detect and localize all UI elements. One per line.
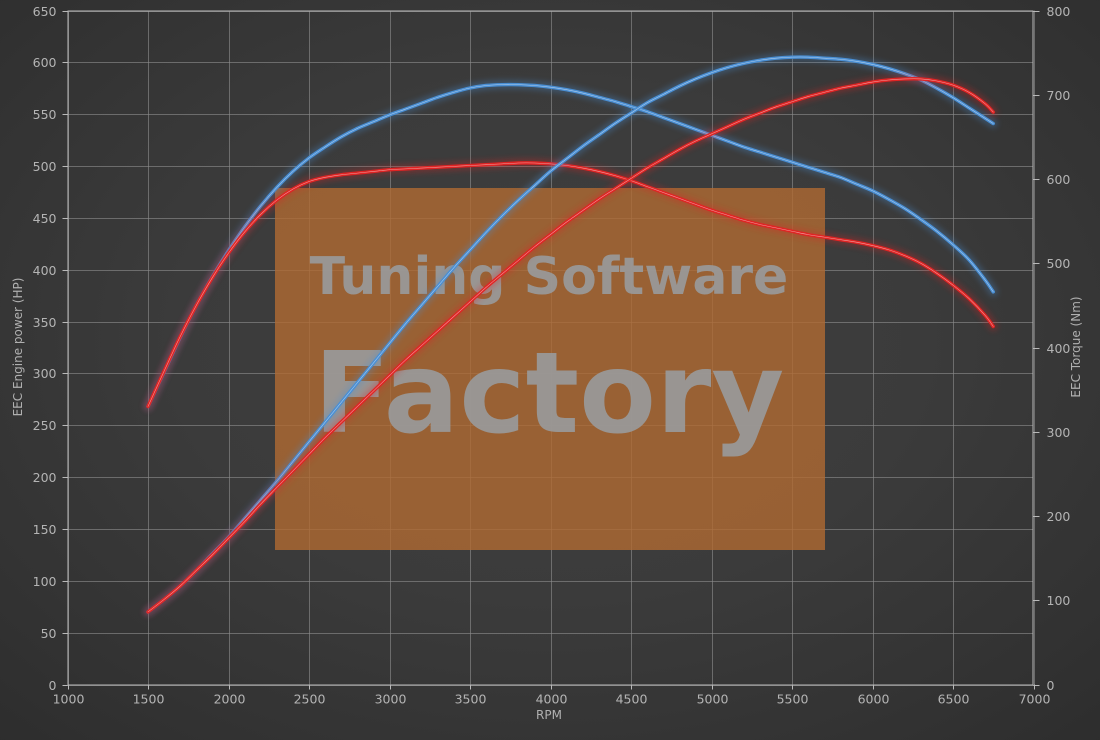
- series-highlight: [147, 162, 994, 407]
- y2-tick-label: 800: [1047, 4, 1071, 19]
- y-tick-label: 600: [33, 55, 57, 70]
- x-tick-label: 6000: [858, 692, 890, 707]
- x-tick-label: 2000: [214, 692, 246, 707]
- y2-tick-label: 300: [1047, 425, 1071, 440]
- x-tick-label: 3500: [455, 692, 487, 707]
- x-axis-title: RPM: [536, 708, 562, 722]
- x-tick-label: 1500: [133, 692, 165, 707]
- y2-axis-title: EEC Torque (Nm): [1069, 296, 1083, 397]
- y-tick-label: 250: [33, 418, 57, 433]
- y-tick-label: 400: [33, 263, 57, 278]
- y2-tick-label: 100: [1047, 593, 1071, 608]
- x-tick-label: 6500: [938, 692, 970, 707]
- x-tick-label: 4000: [536, 692, 568, 707]
- watermark-line-2: Factory: [314, 329, 785, 459]
- x-tick-label: 1000: [53, 692, 85, 707]
- watermark: Tuning Software Factory: [275, 188, 825, 550]
- y-tick-label: 0: [49, 678, 57, 693]
- series-1: [143, 80, 998, 411]
- y-tick-label: 550: [33, 107, 57, 122]
- x-tick-label: 3000: [375, 692, 407, 707]
- x-tick-label: 2500: [294, 692, 326, 707]
- y-tick-label: 650: [33, 4, 57, 19]
- series-2: [143, 158, 998, 411]
- y2-tick-label: 0: [1047, 678, 1055, 693]
- y-tick-label: 350: [33, 315, 57, 330]
- y-tick-label: 450: [33, 211, 57, 226]
- x-tick-label: 4500: [616, 692, 648, 707]
- series-3: [143, 52, 998, 617]
- y-tick-label: 200: [33, 470, 57, 485]
- y-tick-label: 100: [33, 574, 57, 589]
- y2-tick-label: 400: [1047, 341, 1071, 356]
- watermark-line-1: Tuning Software: [310, 247, 789, 307]
- x-tick-label: 7000: [1019, 692, 1051, 707]
- series-highlight: [147, 78, 994, 613]
- series-4: [143, 74, 998, 617]
- y2-tick-label: 500: [1047, 256, 1071, 271]
- y-tick-label: 50: [41, 626, 57, 641]
- y-tick-label: 300: [33, 366, 57, 381]
- y2-tick-label: 600: [1047, 172, 1071, 187]
- y-axis-title: EEC Engine power (HP): [11, 278, 25, 417]
- y-tick-label: 150: [33, 522, 57, 537]
- x-tick-label: 5500: [777, 692, 809, 707]
- y-tick-label: 500: [33, 159, 57, 174]
- y2-tick-label: 700: [1047, 88, 1071, 103]
- series-curves: [143, 52, 998, 617]
- series-highlight: [147, 84, 994, 407]
- series-highlight: [147, 56, 994, 613]
- x-tick-label: 5000: [697, 692, 729, 707]
- y2-tick-label: 200: [1047, 509, 1071, 524]
- axis-lines: [62, 10, 1040, 690]
- tick-labels: 1000 1500 2000 2500 3000 3500 4000 4500 5000 5500…: [33, 4, 1071, 707]
